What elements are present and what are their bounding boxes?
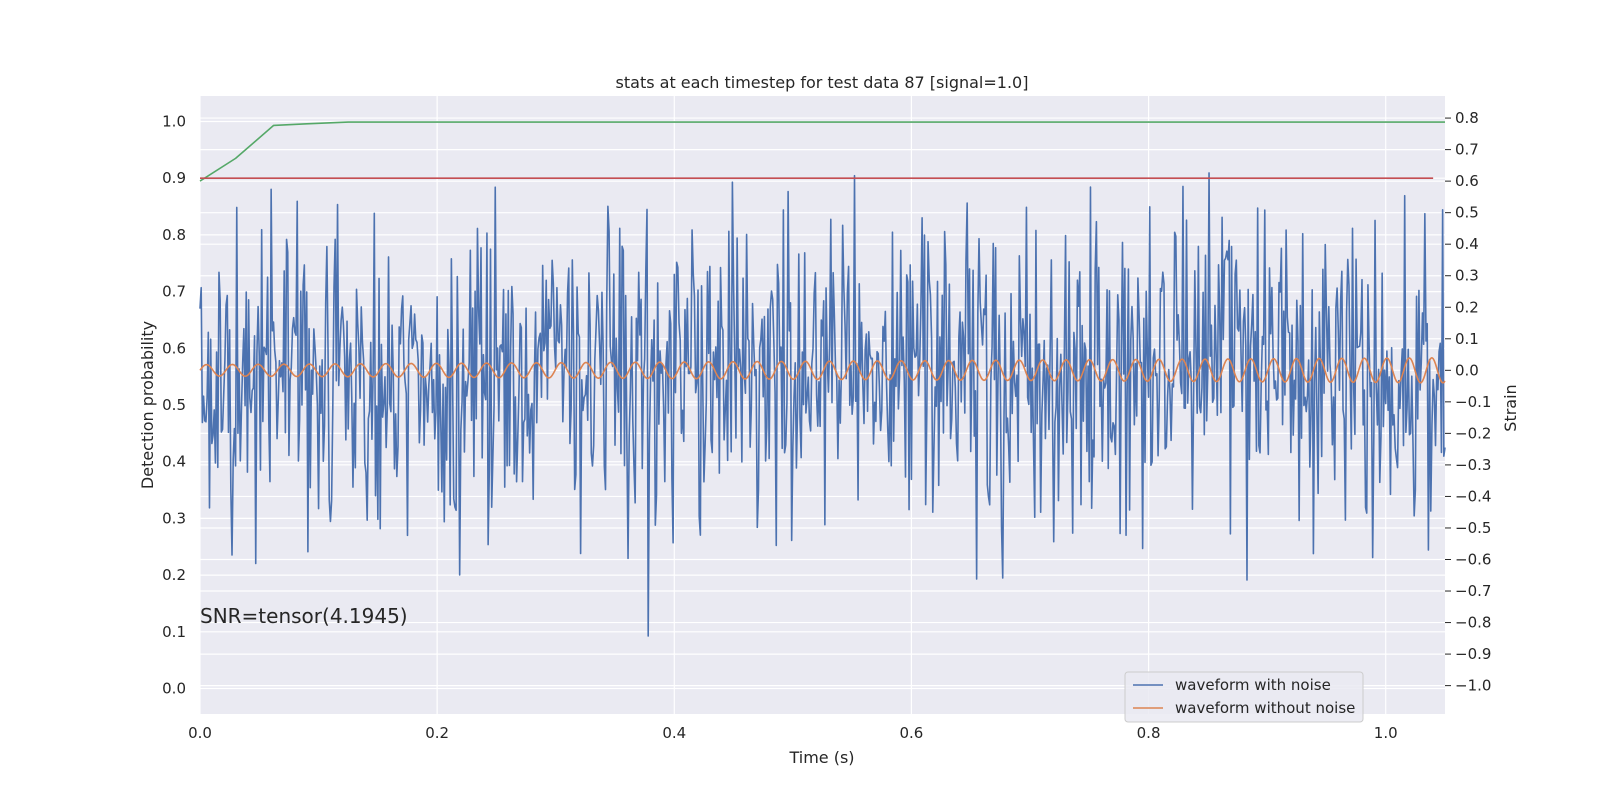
legend: waveform with noise waveform without noi… — [1124, 671, 1364, 723]
right-tick-label: −0.4 — [1455, 487, 1491, 505]
right-tick-label: 0.7 — [1455, 141, 1479, 159]
left-axis-label: Detection probability — [138, 321, 157, 489]
left-tick-label: 0.5 — [162, 396, 186, 414]
right-axis-ticks: 0.8 0.7 0.6 0.5 0.4 0.3 0.2 0.1 0.0 −0.1 −0.2 −0.3 −… — [1445, 109, 1491, 695]
left-tick-label: 0.9 — [162, 169, 186, 187]
right-tick-label: −0.1 — [1455, 393, 1491, 411]
right-tick-label: 0.3 — [1455, 267, 1479, 285]
chart-title: stats at each timestep for test data 87 … — [616, 73, 1029, 92]
snr-annotation: SNR=tensor(4.1945) — [200, 604, 408, 628]
right-tick-label: −0.3 — [1455, 456, 1491, 474]
right-tick-label: −0.5 — [1455, 519, 1491, 537]
left-tick-label: 0.8 — [162, 226, 186, 244]
right-axis-label: Strain — [1501, 384, 1520, 431]
legend-label-noise: waveform with noise — [1175, 676, 1331, 694]
series-clean-waveform — [199, 356, 1446, 384]
x-tick-label: 0.4 — [662, 724, 686, 742]
right-tick-label: 0.8 — [1455, 109, 1479, 127]
series-layer — [199, 121, 1446, 637]
right-tick-label: 0.5 — [1455, 204, 1479, 222]
left-tick-label: 1.0 — [162, 113, 186, 131]
x-axis-ticks: 0.0 0.2 0.4 0.6 0.8 1.0 — [188, 724, 1398, 742]
legend-label-clean: waveform without noise — [1175, 699, 1355, 717]
legend-box — [1124, 671, 1364, 723]
left-tick-label: 0.2 — [162, 566, 186, 584]
left-tick-label: 0.4 — [162, 453, 186, 471]
left-tick-label: 0.3 — [162, 509, 186, 527]
x-tick-label: 0.6 — [899, 724, 923, 742]
right-tick-label: −0.7 — [1455, 582, 1491, 600]
x-tick-label: 0.0 — [188, 724, 212, 742]
right-tick-label: −0.8 — [1455, 614, 1491, 632]
series-detection-probability — [199, 121, 1445, 182]
series-noisy-waveform — [199, 172, 1446, 637]
left-tick-label: 0.1 — [162, 623, 186, 641]
left-axis-ticks: 0.0 0.1 0.2 0.3 0.4 0.5 0.6 0.7 0.8 0.9 1.0 — [162, 113, 186, 698]
right-tick-label: −0.6 — [1455, 551, 1491, 569]
x-axis-label: Time (s) — [788, 748, 854, 767]
right-tick-label: 0.4 — [1455, 235, 1479, 253]
x-tick-label: 1.0 — [1374, 724, 1398, 742]
right-tick-label: 0.0 — [1455, 361, 1479, 379]
left-tick-label: 0.6 — [162, 339, 186, 357]
x-tick-label: 0.2 — [425, 724, 449, 742]
right-tick-label: −1.0 — [1455, 677, 1491, 695]
right-tick-label: 0.1 — [1455, 330, 1479, 348]
right-tick-label: −0.9 — [1455, 645, 1491, 663]
right-tick-label: 0.6 — [1455, 172, 1479, 190]
right-tick-label: 0.2 — [1455, 298, 1479, 316]
left-tick-label: 0.0 — [162, 679, 186, 697]
x-tick-label: 0.8 — [1137, 724, 1161, 742]
left-tick-label: 0.7 — [162, 283, 186, 301]
right-tick-label: −0.2 — [1455, 424, 1491, 442]
